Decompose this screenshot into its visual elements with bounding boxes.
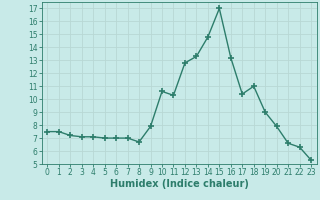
X-axis label: Humidex (Indice chaleur): Humidex (Indice chaleur): [110, 179, 249, 189]
